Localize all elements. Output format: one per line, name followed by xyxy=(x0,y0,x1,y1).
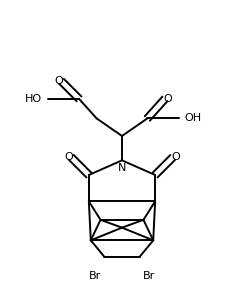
Text: O: O xyxy=(54,76,63,86)
Text: OH: OH xyxy=(184,113,202,123)
Text: O: O xyxy=(163,94,172,104)
Text: O: O xyxy=(171,153,180,162)
Text: O: O xyxy=(64,153,73,162)
Text: N: N xyxy=(118,163,126,173)
Text: HO: HO xyxy=(25,94,42,104)
Text: Br: Br xyxy=(89,271,101,281)
Text: Br: Br xyxy=(143,271,155,281)
